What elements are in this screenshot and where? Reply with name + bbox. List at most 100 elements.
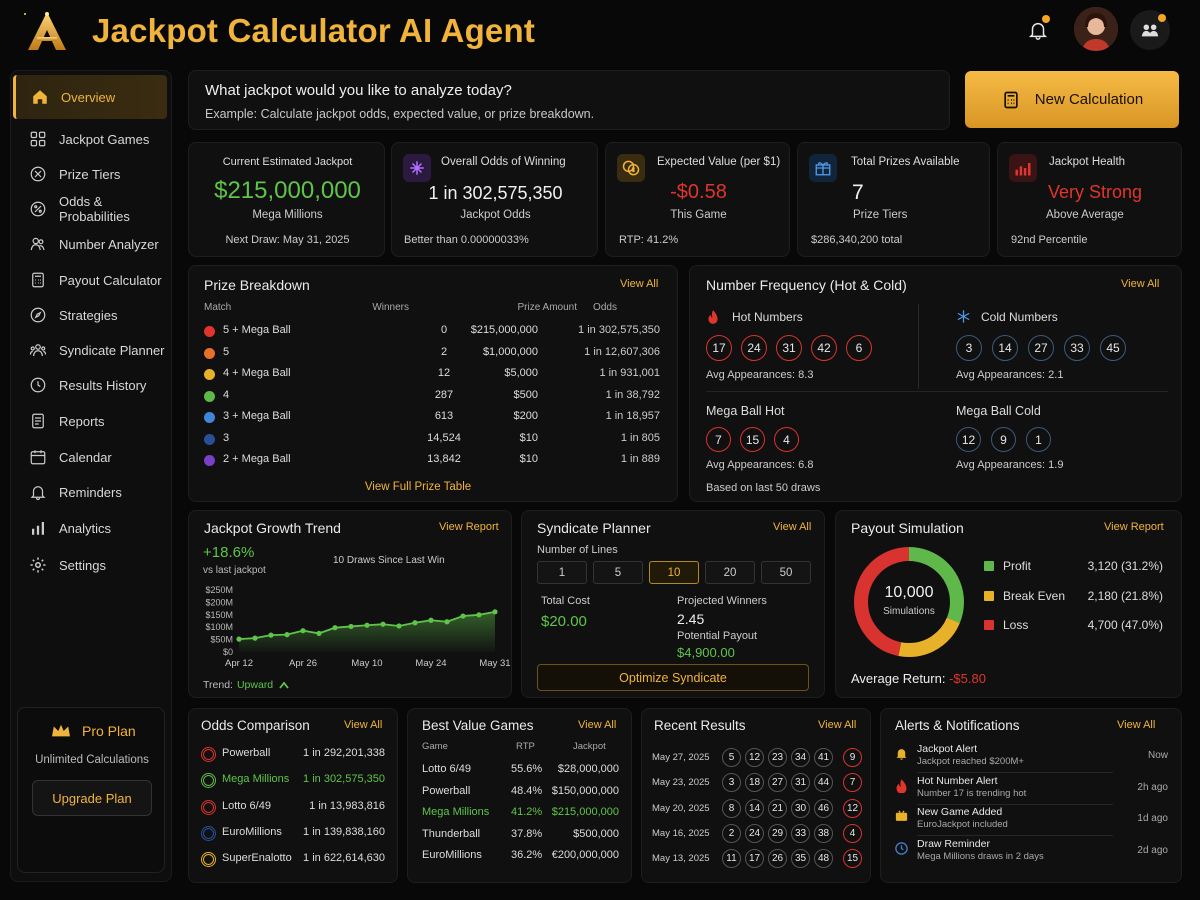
list-item[interactable]: May 16, 2025 2 24 29 33 38 4 [642,823,870,845]
sidebar-item-syndicate-planner[interactable]: Syndicate Planner [11,328,171,372]
stat-value: Very Strong [1048,182,1143,202]
match-cell: 3 [223,431,230,444]
view-report-link[interactable]: View Report [1104,521,1164,533]
trend-label: Trend: [203,679,233,691]
sidebar-item-analytics[interactable]: Analytics [11,506,171,550]
view-all-link[interactable]: View All [620,278,659,290]
match-cell: 5 [223,345,230,358]
sidebar-item-reports[interactable]: Reports [11,399,171,443]
sidebar-item-label: Analytics [59,520,112,536]
y-tick-label: $50M [210,635,233,645]
view-all-link[interactable]: View All [1121,278,1160,290]
avatar[interactable] [1074,7,1118,51]
stat-value: $215,000,000 [214,177,361,204]
team-button[interactable] [1130,10,1170,50]
optimize-syndicate-button[interactable]: Optimize Syndicate [537,664,809,691]
sidebar-item-label: Odds & Probabilities [59,194,130,224]
sidebar-item-odds[interactable]: Odds & Probabilities [11,187,171,231]
sidebar-item-label: Prize Tiers [59,166,121,182]
calculator-icon [1004,91,1018,108]
list-item[interactable]: May 27, 2025 5 12 23 34 41 9 [642,747,870,769]
table-header: Match [204,302,232,313]
document-icon [32,413,44,429]
lines-option-20[interactable]: 20 [705,561,755,584]
legend-label: Break Even [1003,588,1066,603]
snowflake-icon [957,310,970,323]
view-all-link[interactable]: View All [773,521,812,533]
data-point [412,620,418,626]
view-all-link[interactable]: View All [818,719,857,731]
number-ball: 17 [706,335,732,361]
winners-cell: 13,842 [427,453,461,465]
number-ball: 24 [745,823,764,843]
alert-item[interactable]: Draw Reminder Mega Millions draws in 2 da… [881,838,1181,868]
number-ball: 6 [846,335,872,361]
pro-plan-heading: Pro Plan [50,722,136,740]
table-row[interactable]: Mega Millions 41.2% $215,000,000 [408,804,631,824]
number-ball: 18 [745,773,764,793]
list-item[interactable]: May 23, 2025 3 18 27 31 44 7 [642,772,870,794]
new-calculation-button[interactable]: New Calculation [965,71,1179,128]
view-all-link[interactable]: View All [578,719,617,731]
table-header: RTP [516,741,535,752]
tier-dot [204,369,215,380]
legend-label: Loss [1003,618,1029,632]
mega-ball: 9 [843,748,862,767]
sidebar-item-reminders[interactable]: Reminders [11,470,171,514]
data-point [364,622,370,628]
sidebar-item-label: Number Analyzer [59,236,159,252]
view-full-prize-table-link[interactable]: View Full Prize Table [364,481,472,493]
table-row[interactable]: EuroMillions 36.2% €200,000,000 [408,847,631,867]
lines-label: Number of Lines [537,544,618,556]
table-row[interactable]: Thunderball 37.8% $500,000 [408,826,631,846]
list-item[interactable]: Lotto 6/49 1 in 13,983,816 [189,798,397,820]
game-name: Powerball [222,747,271,759]
panel-title: Number Frequency (Hot & Cold) [706,277,907,293]
lines-option-1[interactable]: 1 [537,561,587,584]
amount-cell: $10 [519,431,538,444]
lines-option-50[interactable]: 50 [761,561,811,584]
sidebar-item-jackpot-games[interactable]: Jackpot Games [11,117,171,161]
list-item[interactable]: Powerball 1 in 292,201,338 [189,745,397,767]
stat-card-jackpot-health: Jackpot Health Very Strong Above Average… [997,142,1182,257]
table-row[interactable]: Lotto 6/49 55.6% $28,000,000 [408,761,631,781]
sidebar-item-prize-tiers[interactable]: Prize Tiers [11,152,171,196]
sidebar-item-results-history[interactable]: Results History [11,363,171,407]
data-point [332,625,338,631]
list-item[interactable]: May 20, 2025 8 14 21 30 46 12 [642,798,870,820]
winners-cell: 12 [437,367,451,379]
sidebar-item-number-analyzer[interactable]: Number Analyzer [11,222,171,266]
donut-segment [854,547,964,657]
list-item[interactable]: Mega Millions 1 in 302,575,350 [189,771,397,793]
panel-title: Odds Comparison [201,718,310,733]
table-header: Prize Amount [517,302,577,313]
notifications-button[interactable] [1018,10,1058,50]
sidebar-item-payout-calculator[interactable]: Payout Calculator [11,258,171,302]
upgrade-plan-button[interactable]: Upgrade Plan [32,780,152,816]
view-all-link[interactable]: View All [1117,719,1156,731]
lines-option-10[interactable]: 10 [649,561,699,584]
sidebar-item-calendar[interactable]: Calendar [11,435,171,479]
sidebar-item-settings[interactable]: Settings [11,543,171,587]
mega-ball: 4 [843,823,862,843]
list-item[interactable]: May 13, 2025 11 17 26 35 48 15 [642,848,870,870]
data-point [396,623,402,629]
game-cell: Powerball [422,784,471,797]
alert-item[interactable]: Jackpot Alert Jackpot reached $200M+ Now [881,743,1181,773]
view-all-link[interactable]: View All [344,719,383,731]
list-item[interactable]: EuroMillions 1 in 139,838,160 [189,824,397,846]
hot-numbers-list: 17 24 31 42 6 [706,335,872,361]
lines-option-5[interactable]: 5 [593,561,643,584]
sidebar-item-overview[interactable]: Overview [13,75,167,119]
table-row: 4 + Mega Ball 12 $5,000 1 in 931,001 [189,365,679,385]
table-row: 3 + Mega Ball 613 $200 1 in 18,957 [189,408,679,428]
panel-title: Jackpot Growth Trend [204,520,341,536]
sidebar-item-strategies[interactable]: Strategies [11,293,171,337]
game-cell: EuroMillions [422,849,482,861]
table-row[interactable]: Powerball 48.4% $150,000,000 [408,783,631,803]
view-report-link[interactable]: View Report [439,521,499,533]
list-item[interactable]: SuperEnalotto 1 in 622,614,630 [189,850,397,872]
prompt-box[interactable]: What jackpot would you like to analyze t… [188,70,950,130]
alert-item[interactable]: New Game Added EuroJackpot included 1d ago [881,806,1181,836]
alert-item[interactable]: Hot Number Alert Number 17 is trending ho… [881,775,1181,805]
